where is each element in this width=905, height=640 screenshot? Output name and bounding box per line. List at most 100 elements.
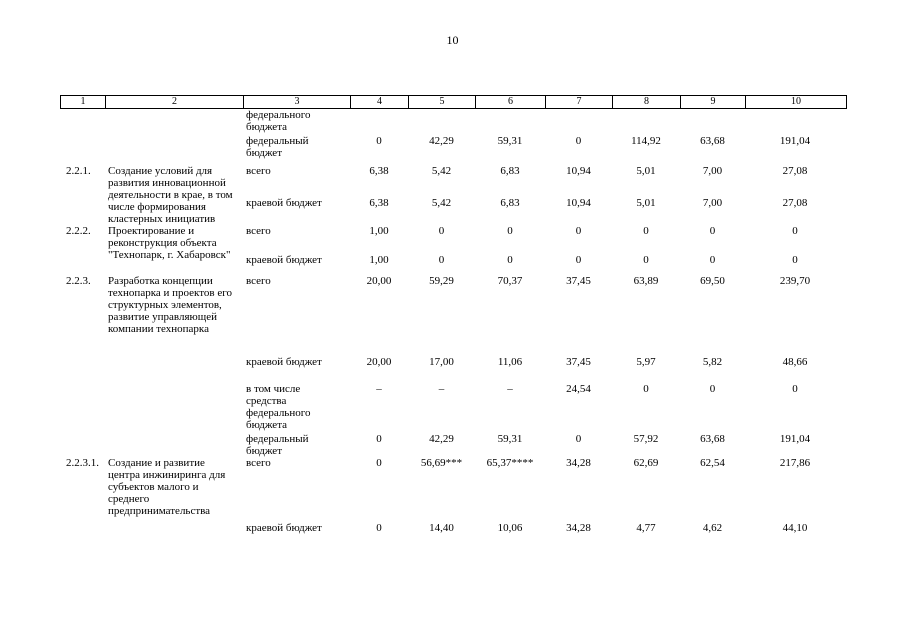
budget-line: всего 6,38 5,42 6,83 10,94 5,01 7,00 27,08 xyxy=(243,165,845,177)
table-header-row: 1 2 3 4 5 6 7 8 9 10 xyxy=(60,95,847,109)
value-cell: 56,69*** xyxy=(420,457,463,469)
value-cell: 1,00 xyxy=(369,254,389,266)
header-col-2: 2 xyxy=(106,96,244,108)
value-cell: 10,94 xyxy=(566,165,591,177)
value-cell: 37,45 xyxy=(566,275,591,287)
value-cell: 34,28 xyxy=(566,457,591,469)
value-cell: 63,68 xyxy=(700,135,725,147)
budget-line-label: федеральный бюджет xyxy=(246,433,309,457)
value-cell: 0 xyxy=(438,225,445,237)
budget-line: всего 1,00 0 0 0 0 0 0 xyxy=(243,225,845,237)
value-cell: 4,62 xyxy=(702,522,723,534)
value-cell: 0 xyxy=(575,225,582,237)
value-cell: 1,00 xyxy=(369,225,389,237)
budget-table: 1 2 3 4 5 6 7 8 9 10 федерального бюджета федераль… xyxy=(60,95,850,534)
budget-line-label: краевой бюджет xyxy=(246,356,322,368)
budget-line: краевой бюджет 6,38 5,42 6,83 10,94 5,01 7,00 2… xyxy=(243,197,845,209)
value-cell: 59,29 xyxy=(429,275,454,287)
budget-line-label: федеральный бюджет xyxy=(246,135,309,159)
value-cell: 239,70 xyxy=(779,275,811,287)
header-col-7: 7 xyxy=(546,96,613,108)
section-description: Создание условий для развития инновацион… xyxy=(108,165,233,225)
section-description: Проектирование и реконструкция объекта "… xyxy=(108,225,231,261)
section-description: Разработка концепции технопарка и проект… xyxy=(108,275,232,335)
value-cell: 6,83 xyxy=(500,165,520,177)
table-section: 2.2.2. Проектирование и реконструкция объ… xyxy=(60,225,850,266)
value-cell: 59,31 xyxy=(497,433,523,445)
section-number: 2.2.3. xyxy=(66,275,91,287)
value-cell: 11,06 xyxy=(497,356,523,368)
value-cell: 42,29 xyxy=(429,135,454,147)
value-cell: 0 xyxy=(575,135,582,147)
value-cell: 5,42 xyxy=(431,165,452,177)
header-col-1: 1 xyxy=(61,96,106,108)
header-col-9: 9 xyxy=(681,96,746,108)
section-number: 2.2.2. xyxy=(66,225,91,237)
value-cell: 5,42 xyxy=(431,197,452,209)
value-cell: 10,06 xyxy=(497,522,523,534)
value-cell: 20,00 xyxy=(366,275,392,287)
value-cell: 5,01 xyxy=(636,165,656,177)
table-body: федерального бюджета федеральный бюджет 0 4… xyxy=(60,109,850,534)
value-cell: 62,69 xyxy=(633,457,659,469)
page-number: 10 xyxy=(446,33,459,47)
section-lines: всего 0 56,69*** 65,37**** 34,28 62,69 62,54 21… xyxy=(243,457,845,534)
value-cell: 65,37**** xyxy=(486,457,534,469)
value-cell: 0 xyxy=(792,225,798,237)
value-cell: 191,04 xyxy=(779,135,811,147)
budget-line-label: всего xyxy=(246,457,271,469)
section-lines: всего 6,38 5,42 6,83 10,94 5,01 7,00 27,08 краев… xyxy=(243,165,845,209)
value-cell: 17,00 xyxy=(429,356,454,368)
value-cell: 4,77 xyxy=(636,522,656,534)
budget-line-label: всего xyxy=(246,275,271,287)
table-section: 2.2.3. Разработка концепции технопарка и … xyxy=(60,275,850,457)
budget-line: краевой бюджет 20,00 17,00 11,06 37,45 5,97 5,… xyxy=(243,356,845,368)
budget-line-label: федерального бюджета xyxy=(246,109,311,133)
budget-line-label: краевой бюджет xyxy=(246,254,322,266)
table-section: 2.2.1. Создание условий для развития инно… xyxy=(60,165,850,225)
budget-line: краевой бюджет 0 14,40 10,06 34,28 4,77 4,62 44… xyxy=(243,522,845,534)
value-cell: – xyxy=(507,383,513,395)
value-cell: 0 xyxy=(709,225,716,237)
value-cell: 0 xyxy=(643,383,649,395)
budget-line-label: в том числе средства федерального бюджет… xyxy=(246,383,311,431)
value-cell: 44,10 xyxy=(782,522,808,534)
value-cell: 114,92 xyxy=(631,135,661,147)
value-cell: 10,94 xyxy=(566,197,591,209)
budget-line: всего 0 56,69*** 65,37**** 34,28 62,69 62,54 21… xyxy=(243,457,845,469)
value-cell: – xyxy=(438,383,445,395)
value-cell: 0 xyxy=(376,135,382,147)
value-cell: 0 xyxy=(376,522,382,534)
value-cell: 0 xyxy=(709,254,716,266)
budget-line: федерального бюджета xyxy=(243,109,845,133)
value-cell: 6,38 xyxy=(369,197,389,209)
value-cell: 5,82 xyxy=(702,356,723,368)
value-cell: 0 xyxy=(575,433,582,445)
budget-line-label: всего xyxy=(246,165,271,177)
value-cell: 24,54 xyxy=(566,383,591,395)
value-cell: 62,54 xyxy=(700,457,725,469)
value-cell: 20,00 xyxy=(366,356,392,368)
value-cell: 7,00 xyxy=(702,197,723,209)
value-cell: 5,97 xyxy=(636,356,656,368)
table-section: 2.2.3.1. Создание и развитие центра инжин… xyxy=(60,457,850,534)
value-cell: 6,83 xyxy=(500,197,520,209)
budget-line-label: всего xyxy=(246,225,271,237)
value-cell: 0 xyxy=(575,254,582,266)
value-cell: 69,50 xyxy=(700,275,725,287)
value-cell: 191,04 xyxy=(779,433,811,445)
value-cell: 27,08 xyxy=(782,165,808,177)
value-cell: 0 xyxy=(507,225,513,237)
section-number: 2.2.1. xyxy=(66,165,91,177)
value-cell: 14,40 xyxy=(429,522,454,534)
table-section: федерального бюджета федеральный бюджет 0 4… xyxy=(60,109,850,159)
value-cell: 0 xyxy=(643,254,649,266)
value-cell: 63,89 xyxy=(633,275,659,287)
header-col-10: 10 xyxy=(791,96,801,107)
budget-line: всего 20,00 59,29 70,37 37,45 63,89 69,50 239,7… xyxy=(243,275,845,287)
header-col-6: 6 xyxy=(476,96,546,108)
header-col-5: 5 xyxy=(409,96,476,108)
budget-line: краевой бюджет 1,00 0 0 0 0 0 0 xyxy=(243,254,845,266)
value-cell: 0 xyxy=(438,254,445,266)
